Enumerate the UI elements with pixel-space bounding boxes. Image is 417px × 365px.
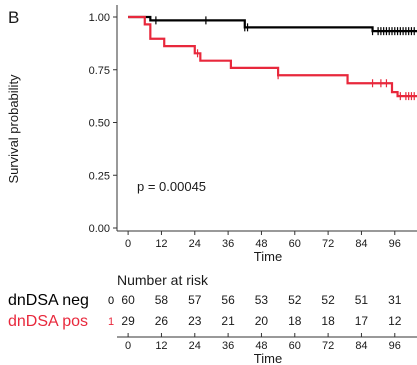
risk-table-title: Number at risk [117,272,209,288]
km-plot: Survival probability 0.00 0.25 0.50 0.75 1.0… [6,5,417,264]
y-ticks: 0.00 0.25 0.50 0.75 1.00 [89,12,117,235]
risk-count: 58 [155,293,169,307]
risk-table: Number at risk dnDSA neg 0 60 58 57 56 53 52 52 5… [8,272,417,365]
risk-row-label: dnDSA neg [8,292,89,309]
risk-x-tick-label: 48 [255,340,267,352]
risk-count: 23 [188,314,202,328]
risk-count: 18 [321,314,335,328]
panel-label: B [8,8,19,27]
y-tick-label: 1.00 [89,12,110,24]
risk-x-tick-label: 72 [322,340,334,352]
p-value-annotation: p = 0.00045 [137,179,206,194]
risk-x-axis-label: Time [254,351,282,365]
x-tick-label: 60 [289,238,301,250]
risk-x-ticks: 0 12 24 36 48 60 72 84 96 [125,333,401,352]
curve-dndsa-pos [128,15,417,98]
risk-count: 56 [221,293,235,307]
risk-count: 20 [255,314,269,328]
x-tick-label: 24 [189,238,201,250]
risk-count: 18 [288,314,302,328]
risk-x-tick-label: 96 [389,340,401,352]
x-tick-label: 36 [222,238,234,250]
x-tick-label: 48 [255,238,267,250]
x-axis-label: Time [254,249,282,264]
risk-count: 17 [355,314,369,328]
risk-x-tick-label: 60 [289,340,301,352]
risk-row-label: dnDSA pos [8,313,88,330]
risk-x-tick-label: 84 [355,340,367,352]
risk-count: 21 [221,314,235,328]
y-tick-label: 0.00 [89,223,110,235]
risk-x-tick-label: 0 [125,340,131,352]
risk-x-tick-label: 36 [222,340,234,352]
risk-count: 57 [188,293,202,307]
x-tick-label: 72 [322,238,334,250]
risk-count: 53 [255,293,269,307]
risk-count: 12 [388,314,402,328]
y-tick-label: 0.75 [89,65,110,77]
x-tick-label: 96 [389,238,401,250]
x-ticks: 0 12 24 36 48 60 72 84 96 [125,231,401,250]
risk-count: 51 [355,293,369,307]
y-tick-label: 0.25 [89,170,110,182]
risk-count: 29 [121,314,135,328]
risk-x-tick-label: 24 [189,340,201,352]
curve-dndsa-neg [128,15,417,33]
risk-count: 26 [155,314,169,328]
y-tick-label: 0.50 [89,118,110,130]
risk-count: 52 [321,293,335,307]
risk-count: 52 [288,293,302,307]
risk-count: 60 [121,293,135,307]
risk-x-tick-label: 12 [155,340,167,352]
x-tick-label: 12 [155,238,167,250]
risk-rows: dnDSA neg 0 60 58 57 56 53 52 52 51 31 dnDSA pos 1 29… [8,292,402,330]
x-tick-label: 0 [125,238,131,250]
y-axis-label: Survival probability [6,74,21,184]
survival-curves [128,15,417,101]
x-tick-label: 84 [355,238,367,250]
risk-count: 31 [388,293,402,307]
risk-row-marker: 1 [108,316,114,328]
risk-row-marker: 0 [108,295,114,307]
